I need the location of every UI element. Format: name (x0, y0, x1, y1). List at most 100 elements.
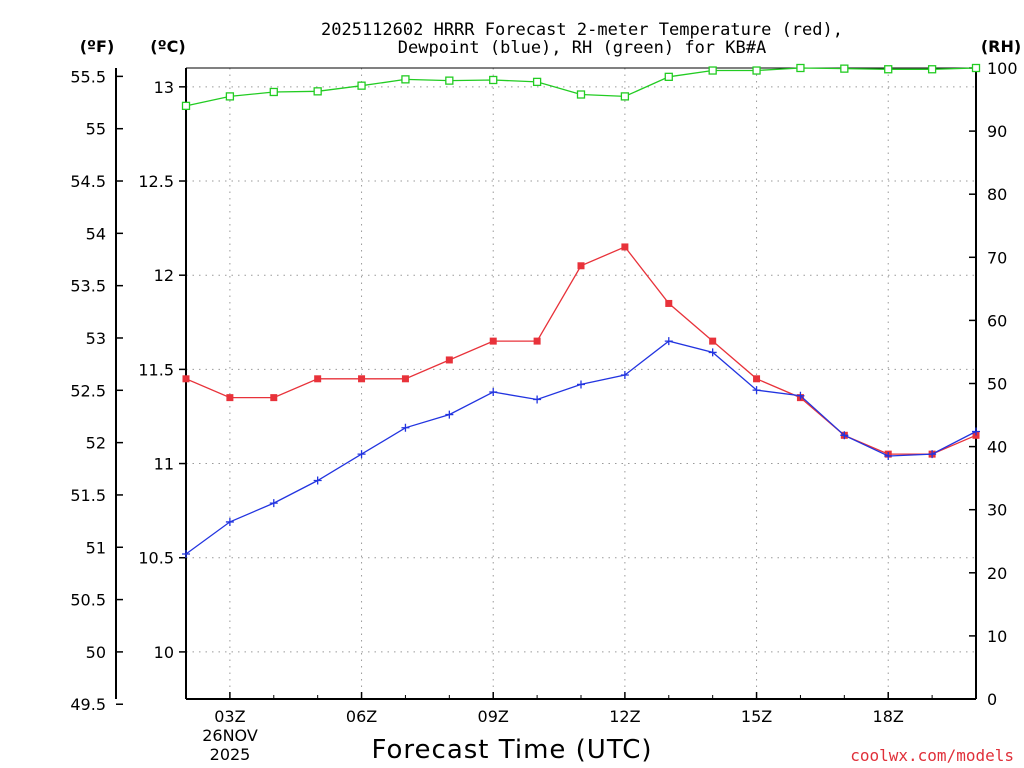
dewpoint-point (884, 452, 893, 461)
fahrenheit-tick-label: 55 (86, 120, 106, 139)
dewpoint-point (269, 499, 278, 508)
rh-point (489, 75, 498, 85)
rh-point (401, 75, 410, 84)
fahrenheit-tick-label: 52 (86, 434, 106, 453)
celsius-tick-label: 11 (154, 455, 174, 474)
rh-point (664, 72, 673, 81)
dewpoint-point (533, 395, 542, 404)
celsius-tick-label: 13 (154, 78, 174, 97)
x-tick-label: 03Z (214, 707, 245, 726)
rh-point (576, 90, 586, 99)
temperature-point (358, 375, 366, 383)
rh-point (225, 92, 235, 101)
temperature-point (533, 337, 541, 345)
rh-tick-label: 60 (987, 311, 1007, 330)
celsius-unit-label: (ºC) (150, 37, 185, 56)
temperature-point (445, 356, 453, 364)
dewpoint-point (401, 423, 410, 432)
fahrenheit-tick-label: 53 (86, 329, 106, 348)
rh-point (532, 77, 542, 87)
temperature-point (489, 337, 497, 345)
temperature-point (621, 243, 629, 251)
temperature-point (226, 394, 234, 402)
fahrenheit-tick-label: 53.5 (70, 277, 106, 296)
fahrenheit-tick-label: 49.5 (70, 695, 106, 714)
series-lines (181, 63, 981, 558)
rh-point (269, 87, 278, 97)
dewpoint-point (182, 549, 190, 558)
dewpoint-point (928, 450, 937, 459)
rh-point (927, 65, 937, 74)
rh-point (796, 63, 805, 73)
celsius-tick-label: 10.5 (138, 549, 174, 568)
rh-tick-label: 90 (987, 122, 1007, 141)
rh-point (971, 63, 981, 73)
rh-tick-label: 40 (987, 438, 1007, 457)
temperature-point (270, 394, 278, 402)
dewpoint-point (840, 431, 849, 440)
x-tick-label: 18Z (873, 707, 904, 726)
dewpoint-point (577, 380, 585, 389)
fahrenheit-tick-label: 54 (86, 224, 106, 243)
dewpoint-point (752, 386, 761, 395)
dewpoint-point (664, 337, 673, 346)
temperature-point (401, 375, 409, 383)
dewpoint-point (972, 427, 980, 436)
rh-unit-label: (RH) (981, 37, 1021, 56)
x-tick-label: 09Z (478, 707, 509, 726)
rh-point (357, 81, 366, 90)
fahrenheit-tick-label: 51 (86, 538, 106, 557)
rh-point (708, 66, 717, 75)
x-axis-label: Forecast Time (UTC) (371, 735, 652, 765)
celsius-tick-label: 12.5 (138, 172, 174, 191)
fahrenheit-tick-label: 52.5 (70, 381, 106, 400)
chart-subtitle: Dewpoint (blue), RH (green) for KB#A (398, 38, 766, 58)
temperature-point (665, 299, 673, 307)
x-tick-label: 15Z (741, 707, 772, 726)
celsius-tick-label: 10 (154, 643, 174, 662)
fahrenheit-tick-label: 51.5 (70, 486, 106, 505)
temperature-point (753, 375, 761, 383)
rh-tick-label: 30 (987, 501, 1007, 520)
rh-tick-label: 80 (987, 185, 1007, 204)
fahrenheit-tick-label: 50.5 (70, 591, 106, 610)
rh-point (752, 66, 761, 75)
rh-tick-label: 70 (987, 248, 1007, 267)
date-label-year: 2025 (210, 745, 251, 764)
temperature-point (577, 262, 585, 270)
dewpoint-point (357, 450, 366, 459)
celsius-tick-label: 11.5 (138, 360, 174, 379)
rh-tick-label: 0 (987, 690, 997, 709)
rh-point (884, 65, 893, 74)
chart-title: 2025112602 HRRR Forecast 2-meter Tempera… (321, 20, 843, 40)
watermark: coolwx.com/models (850, 746, 1014, 765)
dewpoint-point (313, 476, 322, 485)
dewpoint-line (185, 340, 977, 555)
temperature-point (709, 337, 717, 345)
celsius-tick-label: 12 (154, 266, 174, 285)
rh-tick-label: 100 (987, 59, 1018, 78)
fahrenheit-tick-label: 55.5 (70, 67, 106, 86)
rh-point (313, 87, 322, 96)
axes: 10 10.5 11 11.5 12 12.5 13 49.5 50 50.5 51 51.5 52 52… (70, 59, 1017, 726)
dewpoint-point (445, 410, 454, 419)
temperature-line (185, 246, 977, 455)
x-tick-label: 06Z (346, 707, 377, 726)
temperature-point (182, 375, 190, 383)
date-label-day: 26NOV (202, 726, 258, 745)
rh-point (181, 101, 191, 111)
dewpoint-point (796, 391, 805, 400)
dewpoint-point (708, 348, 717, 357)
rh-point (840, 64, 849, 73)
temperature-point (314, 375, 322, 383)
fahrenheit-unit-label: (ºF) (80, 37, 115, 56)
dewpoint-point (489, 387, 498, 396)
grid-lines (186, 68, 976, 699)
rh-point (445, 76, 454, 85)
rh-tick-label: 50 (987, 375, 1007, 394)
fahrenheit-tick-label: 50 (86, 643, 106, 662)
dewpoint-point (225, 517, 234, 526)
rh-point (620, 92, 630, 101)
rh-tick-label: 10 (987, 627, 1007, 646)
